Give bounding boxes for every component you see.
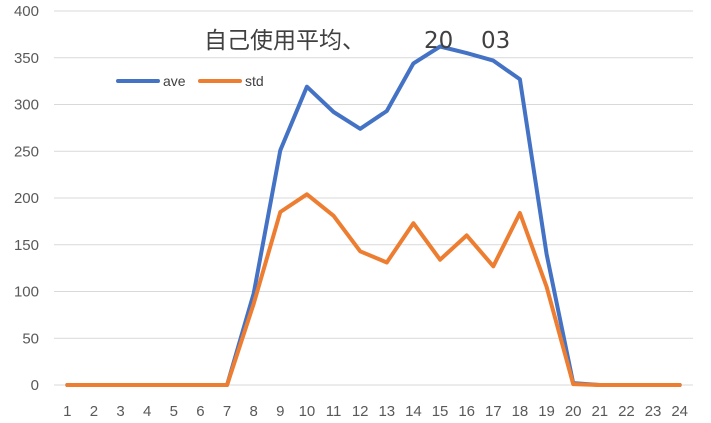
x-tick-label: 17 <box>485 403 502 420</box>
legend-label-ave: ave <box>163 73 186 89</box>
x-tick-label: 24 <box>671 403 688 420</box>
series-lines <box>65 44 682 387</box>
x-tick-label: 12 <box>352 403 369 420</box>
y-tick-label: 400 <box>14 3 39 20</box>
x-tick-label: 10 <box>299 403 316 420</box>
x-tick-label: 13 <box>378 403 395 420</box>
x-tick-label: 19 <box>538 403 555 420</box>
x-tick-label: 11 <box>326 403 342 420</box>
gridlines <box>54 10 693 386</box>
x-tick-label: 1 <box>63 403 71 420</box>
y-tick-label: 0 <box>31 377 39 394</box>
x-tick-label: 2 <box>90 403 98 420</box>
x-tick-label: 21 <box>591 403 608 420</box>
x-axis-ticks: 1 2 3 4 5 6 7 8 9 10 11 12 13 14 15 16 17 18 19 20 21 22 23 24 <box>63 403 688 420</box>
legend: ave std <box>116 73 264 89</box>
y-tick-label: 100 <box>14 284 39 301</box>
x-tick-label: 8 <box>250 403 258 420</box>
x-tick-label: 7 <box>223 403 231 420</box>
x-tick-label: 16 <box>458 403 475 420</box>
y-tick-label: 300 <box>14 97 39 114</box>
series-line-std <box>65 192 682 387</box>
legend-label-std: std <box>245 73 264 89</box>
chart-title-part-3: 03 <box>481 28 510 54</box>
x-tick-label: 6 <box>196 403 204 420</box>
x-tick-label: 20 <box>565 403 582 420</box>
x-tick-label: 9 <box>276 403 284 420</box>
chart-title-part-2: 20 <box>424 28 453 54</box>
y-tick-label: 250 <box>14 143 39 160</box>
x-tick-label: 22 <box>618 403 635 420</box>
y-axis-ticks: 0 50 100 150 200 250 300 350 400 <box>14 3 39 394</box>
x-tick-label: 14 <box>405 403 422 420</box>
y-tick-label: 50 <box>22 330 39 347</box>
series-line-ave <box>65 44 682 387</box>
x-tick-label: 23 <box>645 403 662 420</box>
x-tick-label: 5 <box>170 403 178 420</box>
x-tick-label: 18 <box>512 403 529 420</box>
y-tick-label: 150 <box>14 237 39 254</box>
x-tick-label: 15 <box>432 403 449 420</box>
y-tick-label: 200 <box>14 190 39 207</box>
chart-title-part-1: 自己使用平均、 <box>204 28 365 54</box>
x-tick-label: 4 <box>143 403 151 420</box>
y-tick-label: 350 <box>14 50 39 67</box>
x-tick-label: 3 <box>116 403 124 420</box>
